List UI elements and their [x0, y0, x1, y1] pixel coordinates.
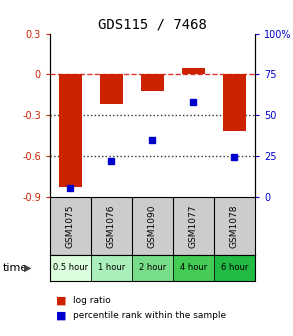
- Text: log ratio: log ratio: [73, 296, 111, 305]
- Text: GSM1090: GSM1090: [148, 204, 157, 248]
- Text: 6 hour: 6 hour: [221, 263, 248, 272]
- Bar: [91, 255, 132, 281]
- Text: GSM1078: GSM1078: [230, 204, 239, 248]
- Bar: [59, 74, 81, 187]
- Bar: [223, 74, 246, 131]
- Text: GSM1075: GSM1075: [66, 204, 75, 248]
- Bar: [100, 74, 123, 104]
- Text: 1 hour: 1 hour: [98, 263, 125, 272]
- Text: percentile rank within the sample: percentile rank within the sample: [73, 311, 226, 320]
- Title: GDS115 / 7468: GDS115 / 7468: [98, 17, 207, 31]
- Bar: [182, 68, 205, 74]
- Bar: [132, 255, 173, 281]
- Bar: [141, 74, 163, 91]
- Bar: [173, 255, 214, 281]
- Text: GSM1076: GSM1076: [107, 204, 116, 248]
- Text: ▶: ▶: [24, 263, 32, 273]
- Text: GSM1077: GSM1077: [189, 204, 198, 248]
- Text: time: time: [3, 263, 28, 273]
- Text: 0.5 hour: 0.5 hour: [53, 263, 88, 272]
- Text: ■: ■: [56, 311, 66, 321]
- Bar: [50, 255, 91, 281]
- Text: 4 hour: 4 hour: [180, 263, 207, 272]
- Bar: [214, 255, 255, 281]
- Text: 2 hour: 2 hour: [139, 263, 166, 272]
- Text: ■: ■: [56, 296, 66, 306]
